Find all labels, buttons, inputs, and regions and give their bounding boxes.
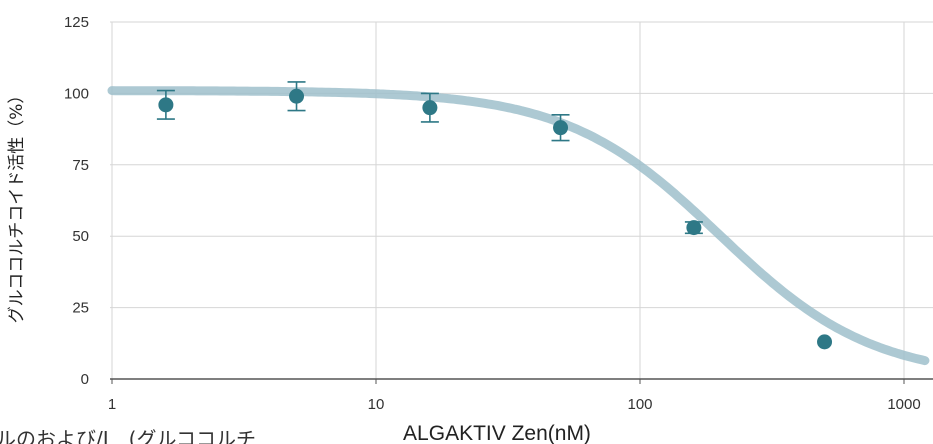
x-axis-line: [110, 378, 933, 384]
y-tick-labels: 0 25 50 75 100 125: [64, 14, 89, 388]
y-tick-label: 50: [72, 228, 89, 245]
data-point: [422, 100, 438, 116]
x-tick-label: 1000: [887, 396, 920, 413]
cutoff-caption-text: ルのおよび/I (グルココルチ: [0, 427, 256, 444]
x-tick-label: 100: [627, 396, 652, 413]
sigmoid-fit-curve: [107, 86, 930, 366]
data-points: [156, 81, 833, 350]
data-point: [686, 220, 702, 236]
data-point: [817, 334, 833, 350]
y-tick-label: 75: [72, 157, 89, 174]
y-tick-label: 0: [81, 371, 89, 388]
data-point: [158, 97, 174, 113]
y-axis-label: グルココルチコイド活性（%）: [7, 87, 27, 324]
y-tick-label: 125: [64, 14, 89, 31]
x-tick-label: 1: [108, 396, 116, 413]
y-tick-label: 25: [72, 300, 89, 317]
x-tick-label: 10: [368, 396, 385, 413]
data-point: [553, 120, 569, 136]
x-axis-label: ALGAKTIV Zen(nM): [403, 422, 591, 444]
grid-lines: [110, 21, 933, 379]
y-tick-label: 100: [64, 85, 89, 102]
data-point: [289, 88, 305, 104]
fit-curve: [107, 86, 930, 366]
x-tick-labels: 1 10 100 1000: [108, 396, 921, 413]
